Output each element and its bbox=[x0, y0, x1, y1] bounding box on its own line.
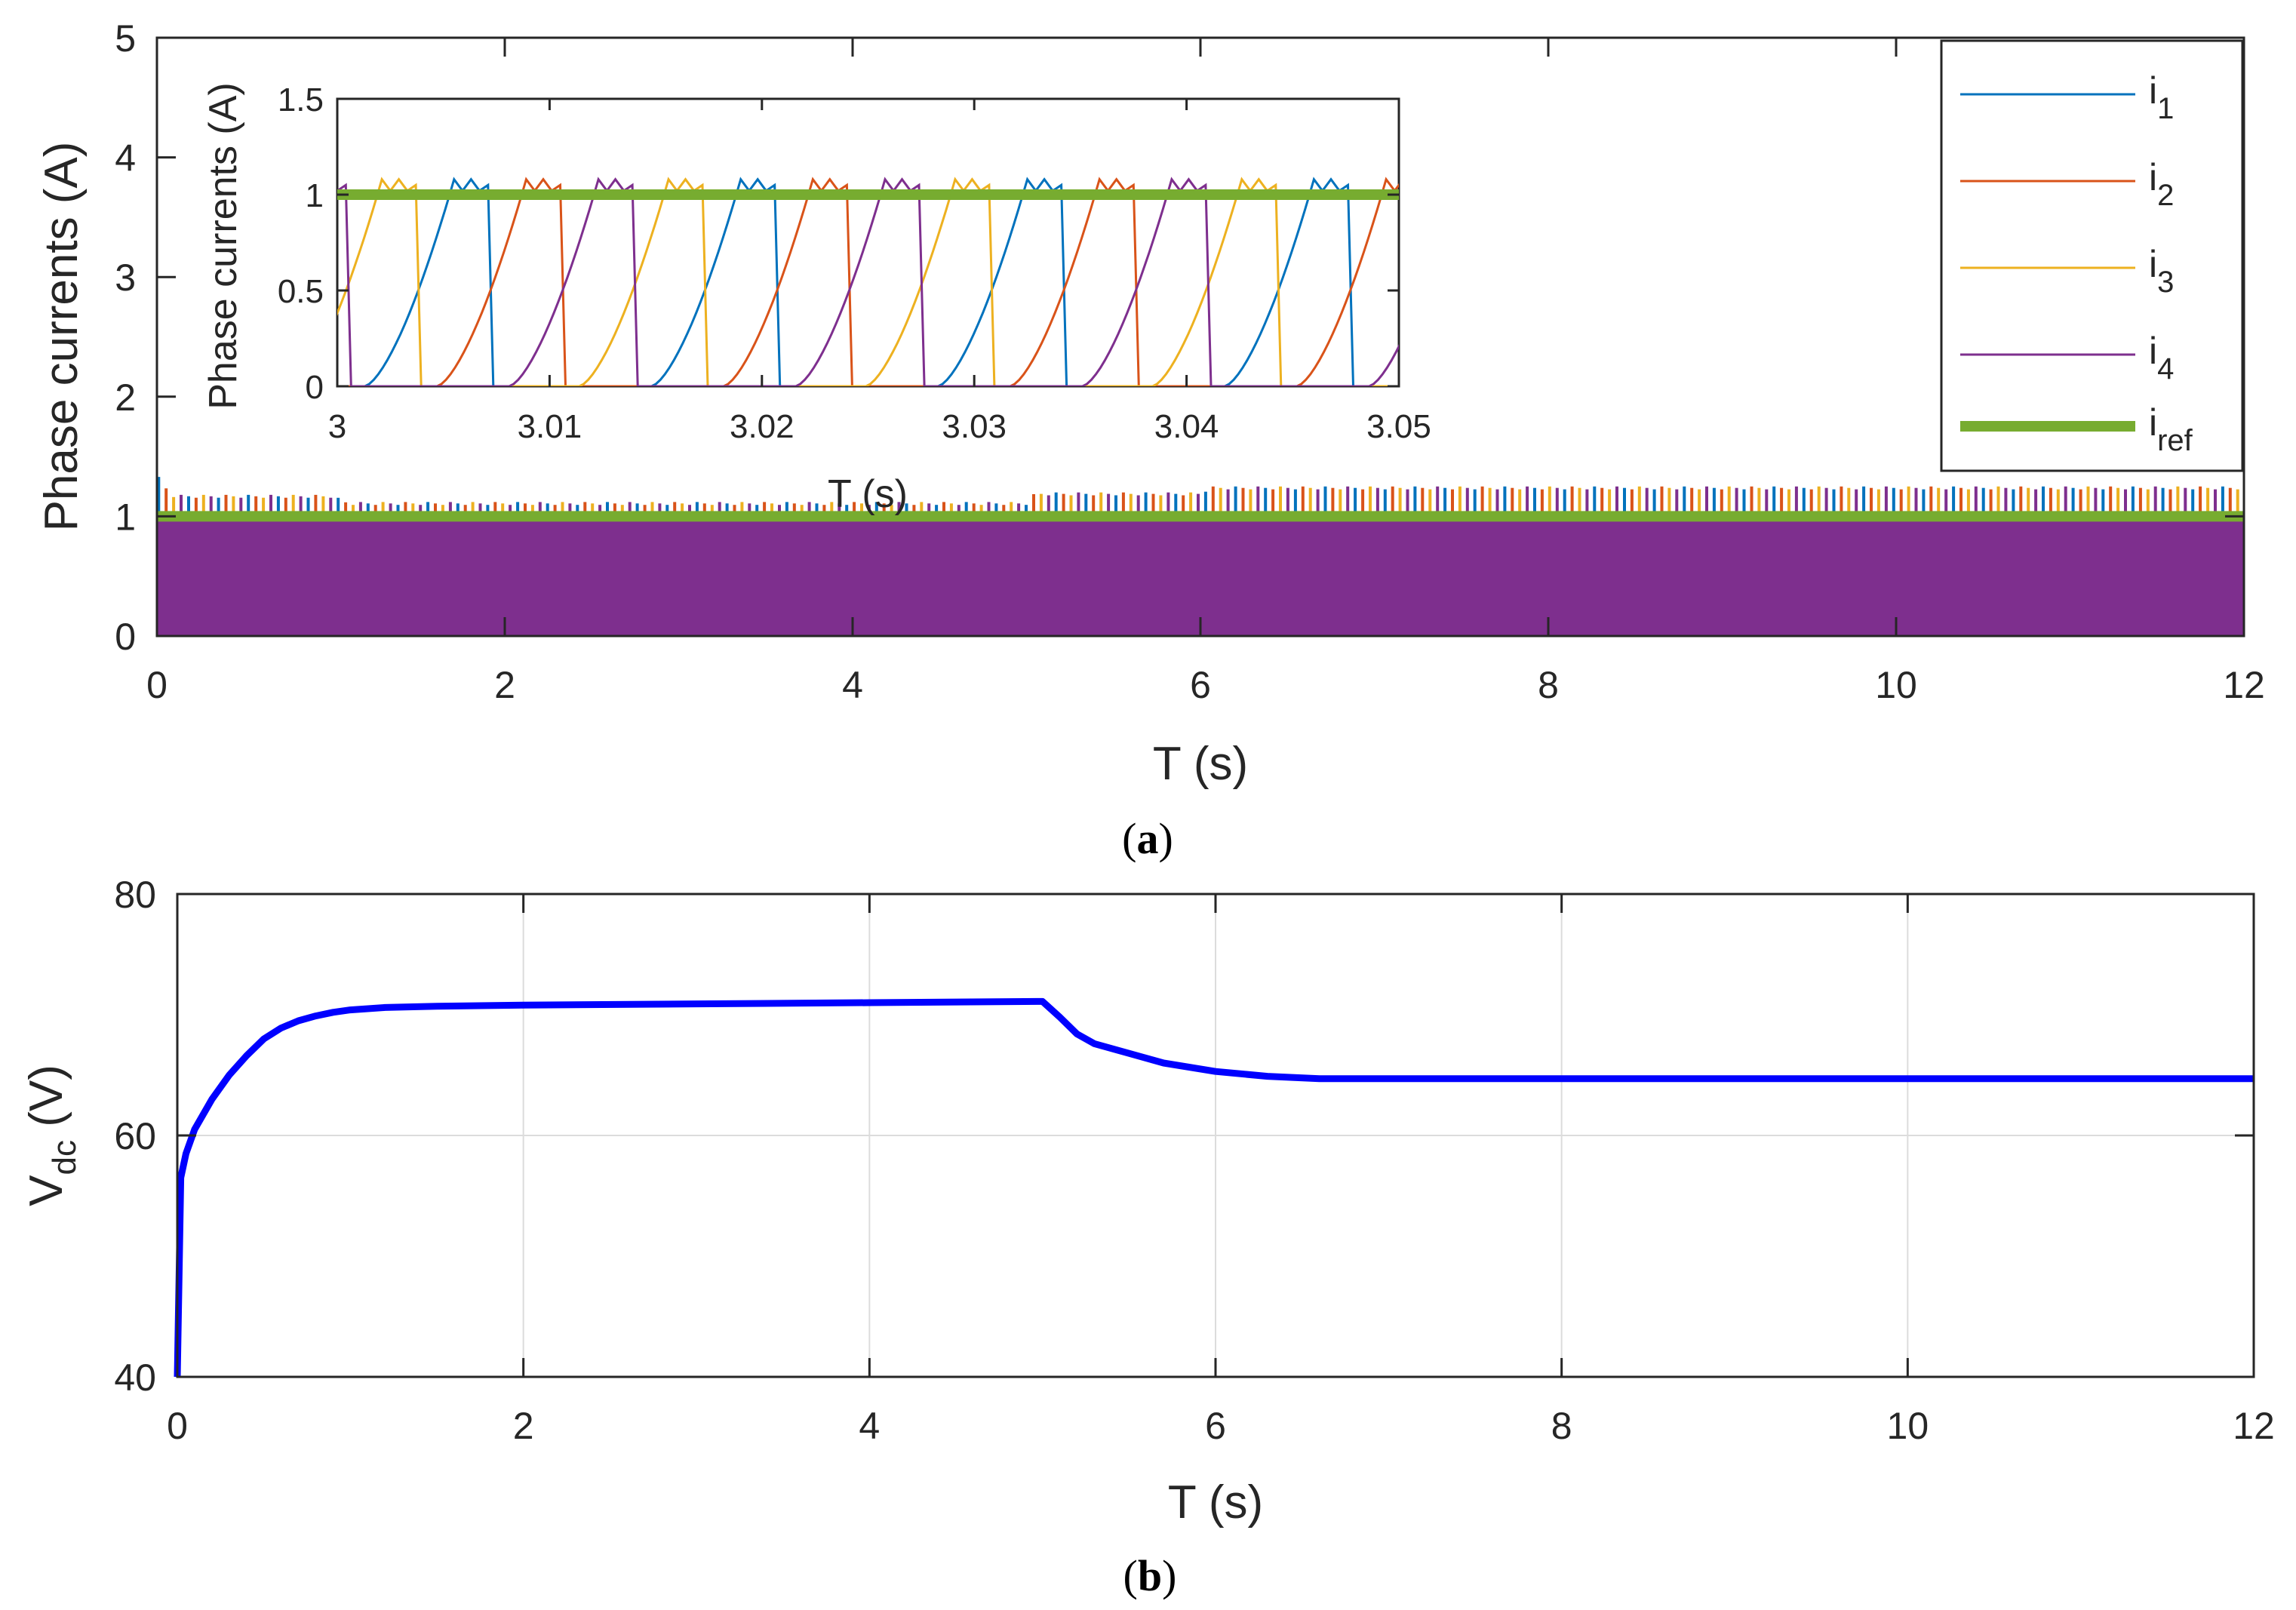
phase-currents-band bbox=[157, 516, 2244, 636]
x-tick-label: 10 bbox=[1875, 664, 1917, 706]
panel-b-vdc: 0 2 4 6 8 10 12 40 60 80 T (s) Vdc (V) (b) bbox=[20, 874, 2275, 1600]
legend-i2-label: i2 bbox=[2149, 156, 2174, 212]
legend-i4-label: i4 bbox=[2149, 330, 2174, 386]
panel-a-y-axis-label: Phase currents (A) bbox=[35, 142, 88, 532]
y-tick-label: 3 bbox=[115, 257, 136, 299]
inset-x-tick-label: 3.05 bbox=[1366, 408, 1431, 445]
legend-label-sub: 4 bbox=[2157, 352, 2174, 386]
y-tick-label: 80 bbox=[114, 874, 156, 916]
x-tick-label: 6 bbox=[1205, 1405, 1226, 1447]
panel-a-plot-area bbox=[157, 477, 2244, 636]
legend-i3-label: i3 bbox=[2149, 243, 2174, 299]
legend-box bbox=[1940, 39, 2244, 472]
inset-y-axis-label: Phase currents (A) bbox=[201, 82, 245, 410]
x-tick-label: 12 bbox=[2223, 664, 2265, 706]
x-tick-label: 12 bbox=[2233, 1405, 2275, 1447]
legend-label-base: i bbox=[2149, 243, 2157, 285]
inset-y-tick-labels: 0 0.5 1 1.5 bbox=[278, 81, 324, 406]
x-tick-label: 8 bbox=[1538, 664, 1559, 706]
x-tick-label: 4 bbox=[842, 664, 863, 706]
legend-label-sub: 3 bbox=[2157, 266, 2174, 299]
y-tick-label: 2 bbox=[115, 376, 136, 419]
legend-iref-label: iref bbox=[2149, 401, 2193, 457]
legend-label-base: i bbox=[2149, 330, 2157, 372]
y-tick-label: 4 bbox=[115, 137, 136, 180]
legend-label-base: i bbox=[2149, 401, 2157, 444]
inset-x-tick-label: 3 bbox=[328, 408, 346, 445]
y-tick-label: 0 bbox=[115, 616, 136, 658]
x-tick-label: 0 bbox=[167, 1405, 188, 1447]
inset-plot-area bbox=[337, 177, 1399, 386]
inset-x-tick-label: 3.03 bbox=[942, 408, 1007, 445]
panel-a-inset: 3 3.01 3.02 3.03 3.04 3.05 0 0.5 1 1.5 T (s) Pha… bbox=[201, 81, 1431, 516]
panel-b-caption: (b) bbox=[1123, 1551, 1177, 1600]
inset-ticks bbox=[336, 97, 1400, 388]
y-tick-label: 5 bbox=[115, 17, 136, 60]
legend-label-sub: 2 bbox=[2157, 179, 2174, 212]
x-tick-label: 4 bbox=[859, 1405, 880, 1447]
x-tick-label: 0 bbox=[146, 664, 168, 706]
inset-y-tick-label: 1.5 bbox=[278, 81, 324, 118]
panel-a-x-tick-labels: 0 2 4 6 8 10 12 bbox=[146, 664, 2265, 706]
inset-x-axis-label: T (s) bbox=[828, 472, 908, 516]
panel-b-plot-area bbox=[174, 997, 2254, 1378]
x-tick-label: 10 bbox=[1887, 1405, 1929, 1447]
panel-b-y-axis-label: Vdc (V) bbox=[20, 1065, 83, 1206]
inset-y-tick-label: 0.5 bbox=[278, 273, 324, 310]
panel-b-x-tick-labels: 0 2 4 6 8 10 12 bbox=[167, 1405, 2275, 1447]
inset-x-tick-label: 3.02 bbox=[730, 408, 795, 445]
x-tick-label: 2 bbox=[494, 664, 515, 706]
legend-i1-label: i1 bbox=[2149, 69, 2174, 125]
y-tick-label: 40 bbox=[114, 1357, 156, 1399]
inset-x-tick-label: 3.01 bbox=[518, 408, 582, 445]
legend-label-sub: ref bbox=[2157, 424, 2193, 457]
y-tick-label: 1 bbox=[115, 496, 136, 538]
inset-x-tick-labels: 3 3.01 3.02 3.03 3.04 3.05 bbox=[328, 408, 1431, 445]
inset-axes-box bbox=[336, 97, 1400, 388]
panel-a-caption: (a) bbox=[1122, 814, 1173, 863]
x-tick-label: 2 bbox=[513, 1405, 534, 1447]
legend-label-base: i bbox=[2149, 69, 2157, 112]
x-tick-label: 8 bbox=[1551, 1405, 1572, 1447]
panel-a-y-tick-labels: 0 1 2 3 4 5 bbox=[115, 17, 136, 658]
legend-label-base: i bbox=[2149, 156, 2157, 198]
legend-label-sub: 1 bbox=[2157, 92, 2174, 125]
inset-y-tick-label: 1 bbox=[306, 177, 324, 214]
x-tick-label: 6 bbox=[1190, 664, 1211, 706]
inset-x-tick-label: 3.04 bbox=[1154, 408, 1219, 445]
vdc-line bbox=[174, 997, 2254, 1378]
panel-b-x-axis-label: T (s) bbox=[1168, 1476, 1263, 1529]
panel-b-y-tick-labels: 40 60 80 bbox=[114, 874, 156, 1399]
panel-a-x-axis-label: T (s) bbox=[1153, 738, 1248, 790]
inset-y-tick-label: 0 bbox=[306, 369, 324, 406]
panel-b-grid bbox=[177, 894, 2254, 1377]
panel-b-ticks bbox=[176, 893, 2255, 1378]
y-tick-label: 60 bbox=[114, 1115, 156, 1157]
